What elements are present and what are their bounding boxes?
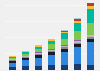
Bar (9, 56, 16, 57)
Bar (35, 47, 42, 49)
Bar (9, 58, 16, 59)
Bar (48, 65, 55, 70)
Bar (35, 54, 42, 55)
Bar (9, 57, 16, 58)
Bar (74, 21, 81, 23)
Bar (48, 49, 55, 50)
Bar (22, 66, 29, 70)
Bar (74, 23, 81, 31)
Bar (87, 37, 94, 39)
Bar (61, 47, 68, 49)
Bar (74, 18, 81, 19)
Bar (9, 59, 16, 60)
Bar (87, 3, 94, 6)
Bar (61, 46, 68, 47)
Bar (22, 60, 29, 66)
Bar (61, 39, 68, 45)
Bar (87, 23, 94, 35)
Bar (22, 51, 29, 52)
Bar (87, 6, 94, 9)
Bar (22, 57, 29, 58)
Bar (87, 42, 94, 65)
Bar (48, 44, 55, 49)
Bar (74, 44, 81, 47)
Bar (74, 19, 81, 21)
Bar (35, 52, 42, 53)
Bar (48, 55, 55, 65)
Bar (74, 31, 81, 40)
Bar (61, 52, 68, 65)
Bar (9, 63, 16, 67)
Bar (48, 41, 55, 44)
Bar (35, 45, 42, 46)
Bar (35, 58, 42, 66)
Bar (35, 55, 42, 58)
Bar (22, 58, 29, 60)
Bar (74, 40, 81, 41)
Bar (87, 9, 94, 23)
Bar (35, 53, 42, 54)
Bar (87, 35, 94, 37)
Bar (48, 39, 55, 40)
Bar (22, 56, 29, 57)
Bar (74, 64, 81, 70)
Bar (74, 47, 81, 64)
Bar (61, 31, 68, 32)
Bar (48, 51, 55, 52)
Bar (87, 65, 94, 70)
Bar (48, 50, 55, 51)
Bar (48, 52, 55, 55)
Bar (61, 33, 68, 39)
Bar (61, 32, 68, 33)
Bar (74, 43, 81, 44)
Bar (74, 41, 81, 43)
Bar (61, 65, 68, 70)
Bar (35, 66, 42, 70)
Bar (22, 52, 29, 54)
Bar (9, 67, 16, 70)
Bar (61, 45, 68, 46)
Bar (9, 61, 16, 63)
Bar (35, 49, 42, 52)
Bar (48, 40, 55, 41)
Bar (22, 54, 29, 56)
Bar (9, 60, 16, 61)
Bar (35, 46, 42, 47)
Bar (61, 30, 68, 31)
Bar (61, 49, 68, 52)
Bar (87, 39, 94, 42)
